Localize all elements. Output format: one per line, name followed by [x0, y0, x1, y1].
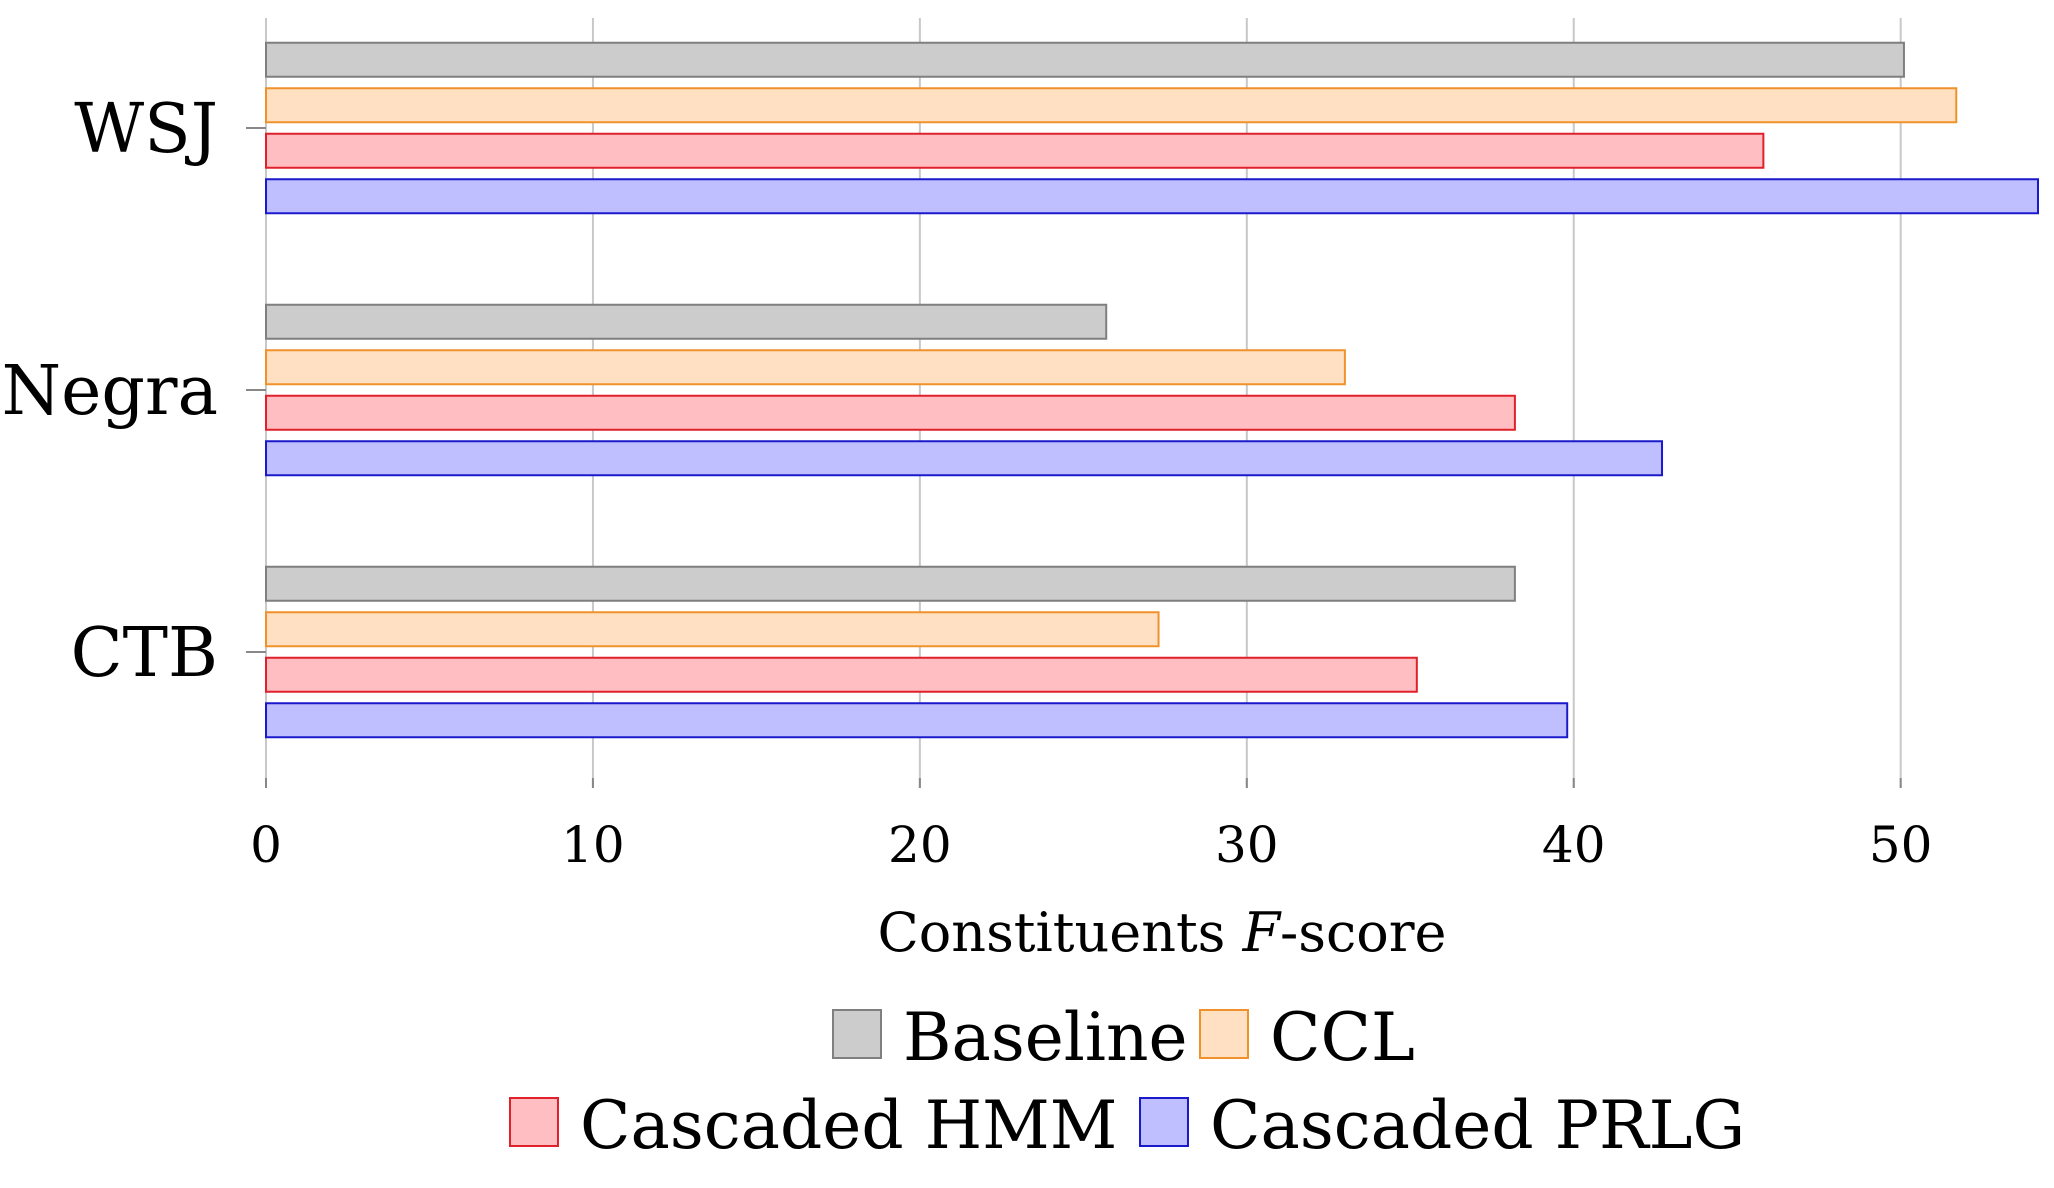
legend-label-baseline: Baseline [903, 999, 1188, 1076]
x-axis-title-suffix: -score [1280, 901, 1446, 964]
x-tick-label: 50 [1869, 816, 1933, 874]
bar-wsj-ccl [265, 87, 1958, 124]
legend-swatch-cascaded-prlg [1139, 1097, 1189, 1147]
category-label-wsj: WSJ [74, 90, 218, 169]
x-tick-label: 0 [250, 816, 282, 874]
x-tick-label: 40 [1542, 816, 1606, 874]
x-tick-label: 20 [888, 816, 952, 874]
x-axis-title-text: Constituents [877, 901, 1242, 964]
category-label-ctb: CTB [71, 614, 218, 693]
category-label-negra: Negra [2, 352, 218, 431]
legend-swatch-cascaded-hmm [509, 1097, 559, 1147]
bar-ctb-ccl [265, 611, 1160, 648]
bar-ctb-cascaded-prlg [265, 702, 1569, 739]
bar-wsj-baseline [265, 41, 1905, 78]
x-tick-label: 10 [561, 816, 625, 874]
x-axis-title: Constituents F-score [877, 901, 1446, 964]
bar-wsj-cascaded-prlg [265, 178, 2039, 215]
bar-negra-cascaded-prlg [265, 440, 1664, 477]
x-axis-title-italic: F [1242, 901, 1283, 964]
legend-swatch-baseline [832, 1009, 882, 1059]
bar-negra-ccl [265, 349, 1346, 386]
legend-label-ccl: CCL [1270, 999, 1415, 1076]
bar-negra-cascaded-hmm [265, 394, 1516, 431]
legend-label-cascaded-hmm: Cascaded HMM [580, 1087, 1117, 1164]
bars [265, 41, 2039, 739]
legend-swatch-ccl [1199, 1009, 1249, 1059]
bar-ctb-baseline [265, 565, 1516, 602]
axes: 0 10 20 30 40 50 WSJ Negra CTB [2, 90, 1933, 874]
legend: Baseline CCL Cascaded HMM Cascaded PRLG [509, 999, 1745, 1164]
x-tick-label: 30 [1215, 816, 1279, 874]
legend-label-cascaded-prlg: Cascaded PRLG [1210, 1087, 1745, 1164]
bar-ctb-cascaded-hmm [265, 656, 1418, 693]
bar-negra-baseline [265, 303, 1108, 340]
bar-wsj-cascaded-hmm [265, 132, 1765, 169]
